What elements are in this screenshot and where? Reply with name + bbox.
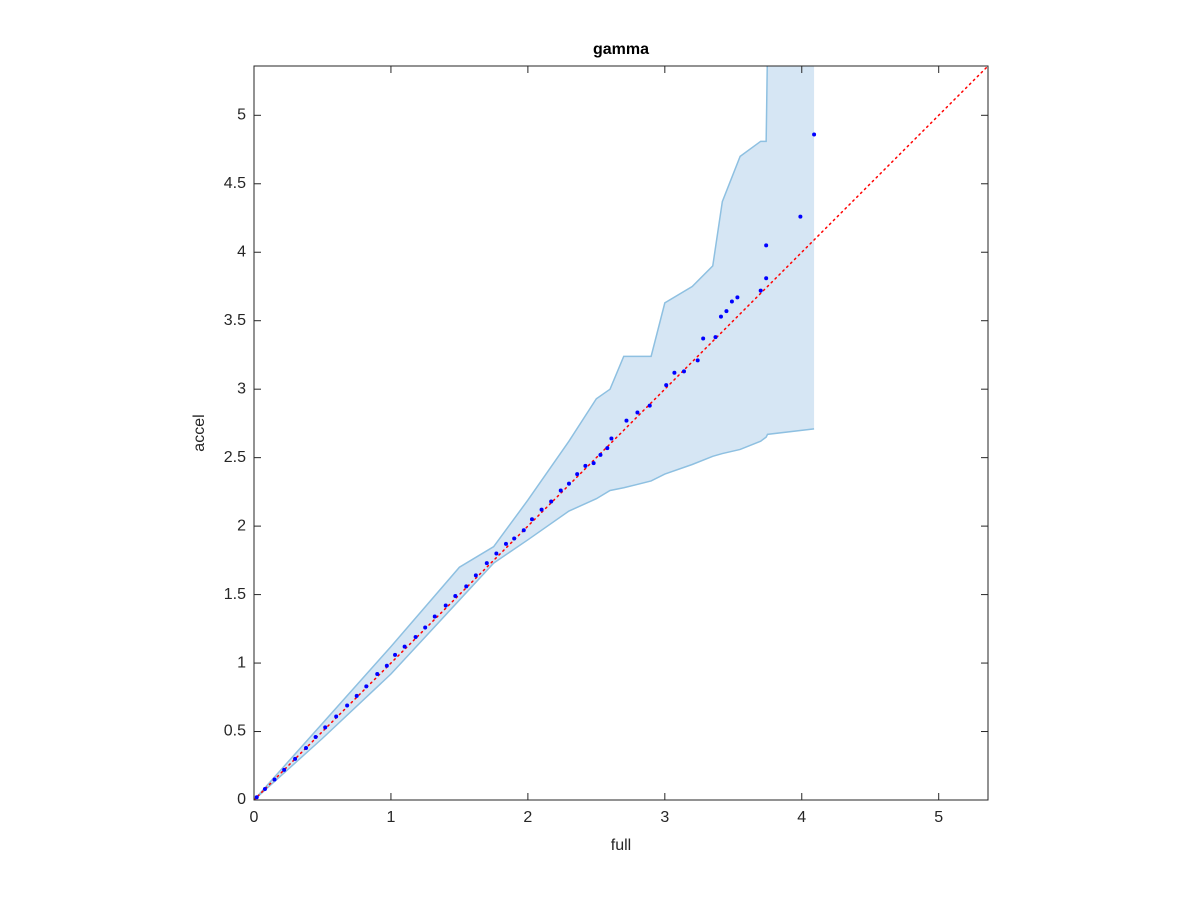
x-tick-label: 3 — [660, 809, 669, 826]
point — [402, 644, 407, 649]
point — [323, 725, 328, 730]
point — [583, 463, 588, 468]
point — [384, 663, 389, 668]
y-tick-label: 5 — [237, 107, 246, 124]
point — [713, 335, 718, 340]
point — [735, 295, 740, 300]
y-tick-label: 3.5 — [224, 312, 246, 329]
reference-line — [254, 66, 988, 800]
point — [566, 481, 571, 486]
point — [272, 777, 277, 782]
point — [304, 745, 309, 750]
point — [558, 488, 563, 493]
point — [681, 369, 686, 374]
point — [282, 767, 287, 772]
point — [764, 243, 769, 248]
x-axis-label: full — [611, 837, 631, 854]
point — [672, 370, 677, 375]
point — [798, 214, 803, 219]
plot-area — [254, 66, 988, 800]
point — [549, 499, 554, 504]
point — [464, 584, 469, 589]
point — [729, 299, 734, 304]
point — [521, 528, 526, 533]
point — [539, 507, 544, 512]
point — [354, 693, 359, 698]
y-tick-label: 2 — [237, 517, 246, 534]
point — [364, 684, 369, 689]
axes: 0 1 2 3 4 5 0 0.5 1 1.5 2 2.5 3 3.5 4 4.5 5 — [224, 65, 989, 826]
point — [718, 314, 723, 319]
point — [812, 132, 817, 137]
point — [413, 635, 418, 640]
point — [695, 358, 700, 363]
point — [512, 536, 517, 541]
point — [484, 561, 489, 566]
x-tick-label: 1 — [386, 809, 395, 826]
point — [375, 672, 380, 677]
point — [575, 472, 580, 477]
point — [503, 541, 508, 546]
y-axis-label: accel — [191, 414, 208, 451]
point — [758, 288, 763, 293]
point — [605, 446, 610, 451]
point — [334, 714, 339, 719]
point — [598, 452, 603, 457]
point — [664, 383, 669, 388]
point — [393, 652, 398, 657]
point — [624, 418, 629, 423]
point — [635, 410, 640, 415]
x-tick-label: 5 — [934, 809, 943, 826]
point — [313, 735, 318, 740]
x-tick-label: 4 — [797, 809, 806, 826]
y-tick-label: 4.5 — [224, 175, 246, 192]
point — [423, 625, 428, 630]
chart-title: gamma — [593, 41, 649, 58]
y-tick-label: 2.5 — [224, 449, 246, 466]
point — [345, 703, 350, 708]
y-tick-label: 4 — [237, 243, 246, 260]
confidence-band — [254, 66, 815, 800]
band-lower-edge — [254, 428, 815, 800]
point — [609, 436, 614, 441]
point — [443, 603, 448, 608]
point — [432, 614, 437, 619]
point — [701, 336, 706, 341]
point — [764, 276, 769, 281]
point — [254, 795, 259, 800]
point — [591, 461, 596, 466]
point — [494, 551, 499, 556]
axes-box — [253, 65, 989, 801]
band-upper-edge — [254, 66, 768, 800]
x-tick-label: 2 — [523, 809, 532, 826]
y-tick-label: 3 — [237, 380, 246, 397]
point — [262, 787, 267, 792]
y-tick-label: 0 — [237, 791, 246, 808]
point — [293, 756, 298, 761]
point — [724, 309, 729, 314]
x-tick-label: 0 — [250, 809, 259, 826]
point — [647, 403, 652, 408]
y-tick-label: 1 — [237, 654, 246, 671]
point — [473, 573, 478, 578]
y-tick-label: 0.5 — [224, 723, 246, 740]
point — [529, 517, 534, 522]
point — [453, 593, 458, 598]
y-tick-label: 1.5 — [224, 586, 246, 603]
